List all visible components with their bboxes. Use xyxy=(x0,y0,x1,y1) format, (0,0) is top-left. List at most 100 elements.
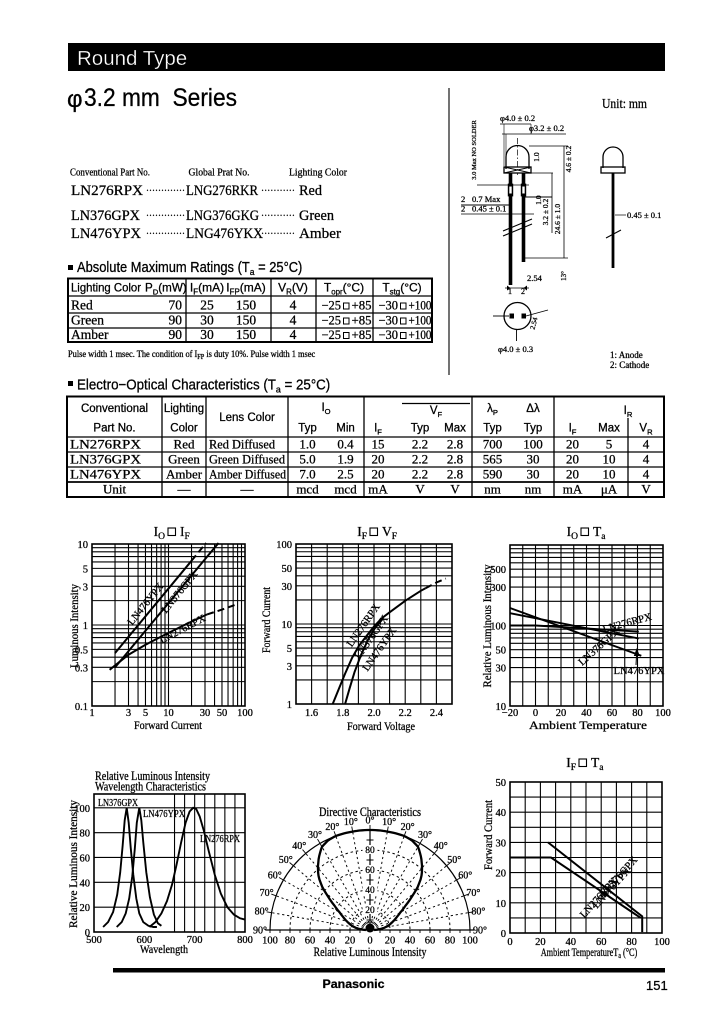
svg-text:10°: 10° xyxy=(382,817,396,828)
svg-text:20: 20 xyxy=(566,452,579,467)
svg-text:30: 30 xyxy=(200,708,211,719)
svg-text:LNG276RKR: LNG276RKR xyxy=(186,183,258,199)
svg-text:40: 40 xyxy=(405,936,416,947)
svg-text:1: 1 xyxy=(89,708,94,719)
svg-text:100: 100 xyxy=(490,622,506,633)
svg-text:80: 80 xyxy=(365,846,375,856)
svg-text:2: Cathode: 2: Cathode xyxy=(610,360,649,370)
svg-text:Green: Green xyxy=(168,452,200,467)
svg-text:PD​(mW): PD​(mW) xyxy=(145,282,187,297)
svg-text:13°: 13° xyxy=(560,271,568,281)
svg-text:−25: −25 xyxy=(321,328,341,342)
svg-text:Amber: Amber xyxy=(166,467,203,482)
svg-text:100: 100 xyxy=(262,936,278,947)
svg-text:IF​(mA): IF​(mA) xyxy=(190,281,224,297)
svg-text:Forward Current: Forward Current xyxy=(259,586,273,653)
svg-text:1: 1 xyxy=(287,700,292,711)
svg-text:100: 100 xyxy=(74,804,90,815)
svg-text:30: 30 xyxy=(527,452,540,467)
svg-text:1.0: 1.0 xyxy=(534,195,543,205)
svg-text:−25: −25 xyxy=(321,299,341,313)
svg-text:···········: ··········· xyxy=(261,183,295,197)
svg-text:30: 30 xyxy=(496,664,507,675)
svg-text:nm: nm xyxy=(525,482,542,497)
svg-text:3.2 mm Series: 3.2 mm Series xyxy=(84,84,237,112)
svg-text:150: 150 xyxy=(236,327,257,342)
svg-text:24.6 ± 1.0: 24.6 ± 1.0 xyxy=(553,204,562,235)
svg-text:30: 30 xyxy=(200,327,214,342)
svg-text:—: — xyxy=(177,482,192,497)
svg-text:LN376GPX: LN376GPX xyxy=(71,208,140,224)
svg-text:IO​: IO​ xyxy=(154,524,166,542)
svg-text:Red: Red xyxy=(174,437,195,452)
svg-text:90°: 90° xyxy=(253,926,267,937)
svg-text:80: 80 xyxy=(632,708,643,719)
svg-text:λP​: λP​ xyxy=(487,403,498,417)
svg-text:20: 20 xyxy=(80,903,91,914)
svg-text:800: 800 xyxy=(237,935,253,946)
svg-text:Wavelength Characteristics: Wavelength Characteristics xyxy=(95,780,206,794)
svg-text:LN476YPX: LN476YPX xyxy=(71,226,141,242)
svg-text:Ambient Temperature: Ambient Temperature xyxy=(529,718,647,732)
svg-text:100: 100 xyxy=(276,540,292,551)
svg-text:2.2: 2.2 xyxy=(412,437,428,452)
svg-text:500: 500 xyxy=(86,935,102,946)
svg-text:mA: mA xyxy=(368,482,388,497)
svg-text:Red: Red xyxy=(71,298,93,313)
svg-text:0: 0 xyxy=(501,929,506,940)
svg-text:60: 60 xyxy=(365,866,375,876)
svg-text:2.2: 2.2 xyxy=(412,467,428,482)
svg-text:60: 60 xyxy=(596,937,607,948)
svg-text:40: 40 xyxy=(365,886,375,896)
svg-text:mcd: mcd xyxy=(296,482,319,497)
svg-text:100: 100 xyxy=(655,708,671,719)
svg-text:4: 4 xyxy=(290,298,297,313)
svg-text:60°: 60° xyxy=(268,871,282,882)
svg-text:10: 10 xyxy=(496,899,507,910)
svg-text:4: 4 xyxy=(643,467,650,482)
svg-text:—: — xyxy=(240,482,255,497)
svg-text:50: 50 xyxy=(217,708,228,719)
svg-text:IF​: IF​ xyxy=(180,524,190,542)
svg-text:V: V xyxy=(450,482,460,497)
svg-text:7.0: 7.0 xyxy=(299,467,315,482)
svg-text:500: 500 xyxy=(490,565,506,576)
svg-text:LNG376GKG: LNG376GKG xyxy=(186,208,259,224)
svg-text:IF​: IF​ xyxy=(566,755,576,773)
svg-text:20: 20 xyxy=(496,869,507,880)
svg-text:4.6 ± 0.2: 4.6 ± 0.2 xyxy=(564,145,573,172)
svg-text:10: 10 xyxy=(603,452,616,467)
svg-text:Typ: Typ xyxy=(483,423,502,435)
svg-text:VR​(V): VR​(V) xyxy=(278,281,308,297)
svg-text:Typ: Typ xyxy=(411,423,430,435)
svg-text:5: 5 xyxy=(143,708,148,719)
svg-text:60: 60 xyxy=(607,708,618,719)
svg-text:Forward Voltage: Forward Voltage xyxy=(347,719,415,733)
svg-text:1.9: 1.9 xyxy=(337,452,353,467)
svg-text:Red Diffused: Red Diffused xyxy=(209,437,275,452)
svg-text:Lens Color: Lens Color xyxy=(219,412,275,424)
svg-text:2.2: 2.2 xyxy=(399,708,412,719)
svg-text:1.0: 1.0 xyxy=(532,152,541,162)
svg-text:100: 100 xyxy=(237,708,253,719)
svg-text:IF​: IF​ xyxy=(569,423,577,437)
svg-text:0.1: 0.1 xyxy=(75,702,88,713)
svg-text:LN276RPX: LN276RPX xyxy=(200,833,240,845)
svg-text:0: 0 xyxy=(533,708,538,719)
svg-text:40°: 40° xyxy=(434,841,448,852)
svg-text:IO​: IO​ xyxy=(321,402,330,416)
svg-text:Ambient TemperatureTa​ (°C): Ambient TemperatureTa​ (°C) xyxy=(541,947,638,960)
svg-text:20: 20 xyxy=(372,467,385,482)
svg-text:4: 4 xyxy=(290,327,297,342)
svg-text:μA: μA xyxy=(601,482,618,497)
svg-text:3: 3 xyxy=(83,582,88,593)
svg-text:40: 40 xyxy=(566,937,577,948)
svg-text:60°: 60° xyxy=(458,871,472,882)
svg-text:700: 700 xyxy=(483,437,503,452)
svg-text:10: 10 xyxy=(603,467,616,482)
svg-text:30: 30 xyxy=(496,838,507,849)
svg-text:IF​: IF​ xyxy=(374,423,382,437)
svg-text:25: 25 xyxy=(200,298,214,313)
svg-text:+85: +85 xyxy=(352,299,372,313)
svg-text:30: 30 xyxy=(200,313,214,328)
